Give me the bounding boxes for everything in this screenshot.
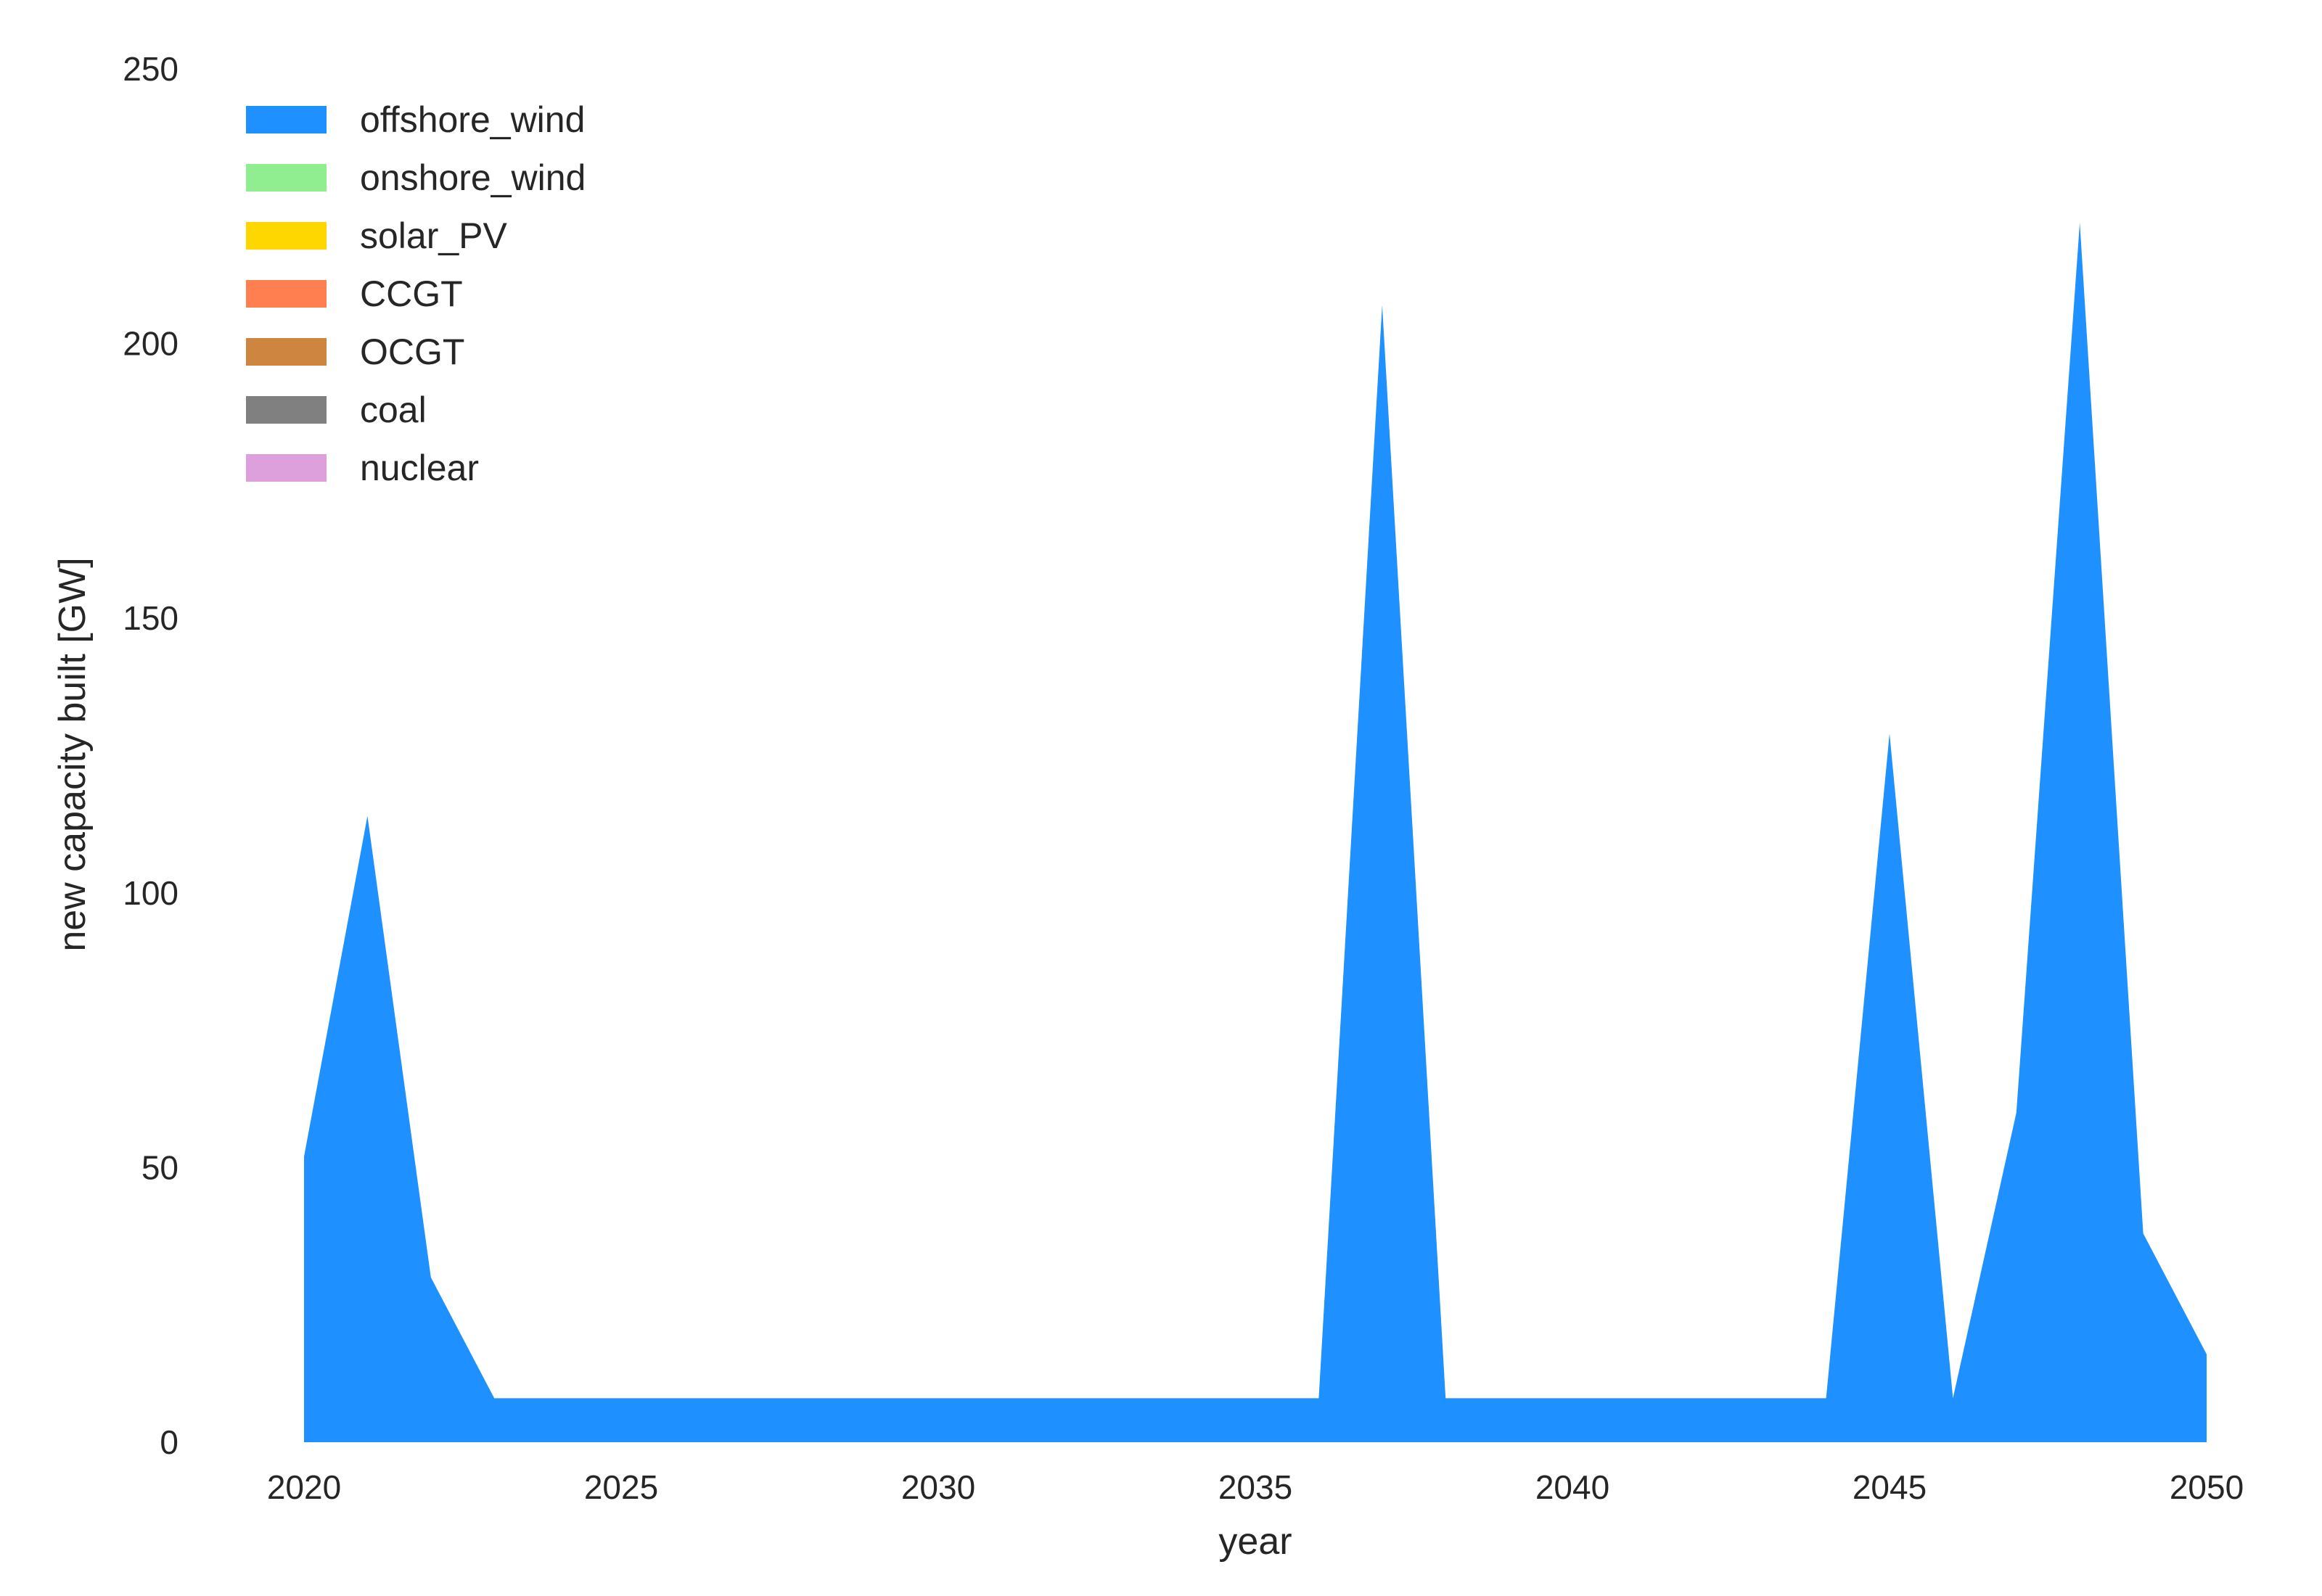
x-tick-label: 2045 (1853, 1468, 1927, 1506)
legend-item-ocgt: OCGT (246, 332, 464, 372)
area-series-group (304, 223, 2207, 1442)
y-axis-label: new capacity built [GW] (52, 557, 94, 951)
legend-item-offshore-wind: offshore_wind (246, 99, 585, 140)
y-axis-ticks: 0 50 100 150 200 250 (123, 50, 179, 1461)
legend-label: coal (360, 390, 427, 430)
x-tick-label: 2040 (1535, 1468, 1609, 1506)
x-tick-label: 2020 (267, 1468, 341, 1506)
y-tick-label: 150 (123, 599, 179, 637)
legend-swatch (246, 280, 327, 308)
legend-item-coal: coal (246, 390, 427, 430)
legend: offshore_wind onshore_wind solar_PV CCGT OCG… (246, 99, 586, 488)
legend-label: solar_PV (360, 215, 508, 256)
legend-swatch (246, 164, 327, 192)
legend-label: nuclear (360, 448, 479, 488)
legend-swatch (246, 106, 327, 133)
x-tick-label: 2050 (2170, 1468, 2244, 1506)
legend-label: offshore_wind (360, 99, 585, 140)
legend-label: CCGT (360, 273, 463, 314)
legend-swatch (246, 222, 327, 250)
area-offshore-wind (304, 223, 2207, 1442)
y-tick-label: 0 (160, 1423, 179, 1461)
x-tick-label: 2030 (901, 1468, 975, 1506)
legend-label: onshore_wind (360, 157, 586, 198)
legend-swatch (246, 338, 327, 366)
legend-swatch (246, 396, 327, 424)
legend-item-solar-pv: solar_PV (246, 215, 508, 256)
y-tick-label: 100 (123, 874, 179, 912)
x-axis-label: year (1218, 1521, 1292, 1563)
y-tick-label: 250 (123, 50, 179, 88)
legend-item-nuclear: nuclear (246, 448, 479, 488)
y-tick-label: 200 (123, 325, 179, 363)
x-axis-ticks: 2020 2025 2030 2035 2040 2045 2050 (267, 1468, 2244, 1506)
y-tick-label: 50 (141, 1148, 179, 1186)
x-tick-label: 2025 (584, 1468, 658, 1506)
x-tick-label: 2035 (1218, 1468, 1292, 1506)
legend-item-onshore-wind: onshore_wind (246, 157, 586, 198)
legend-swatch (246, 454, 327, 482)
legend-item-ccgt: CCGT (246, 273, 463, 314)
legend-label: OCGT (360, 332, 464, 372)
